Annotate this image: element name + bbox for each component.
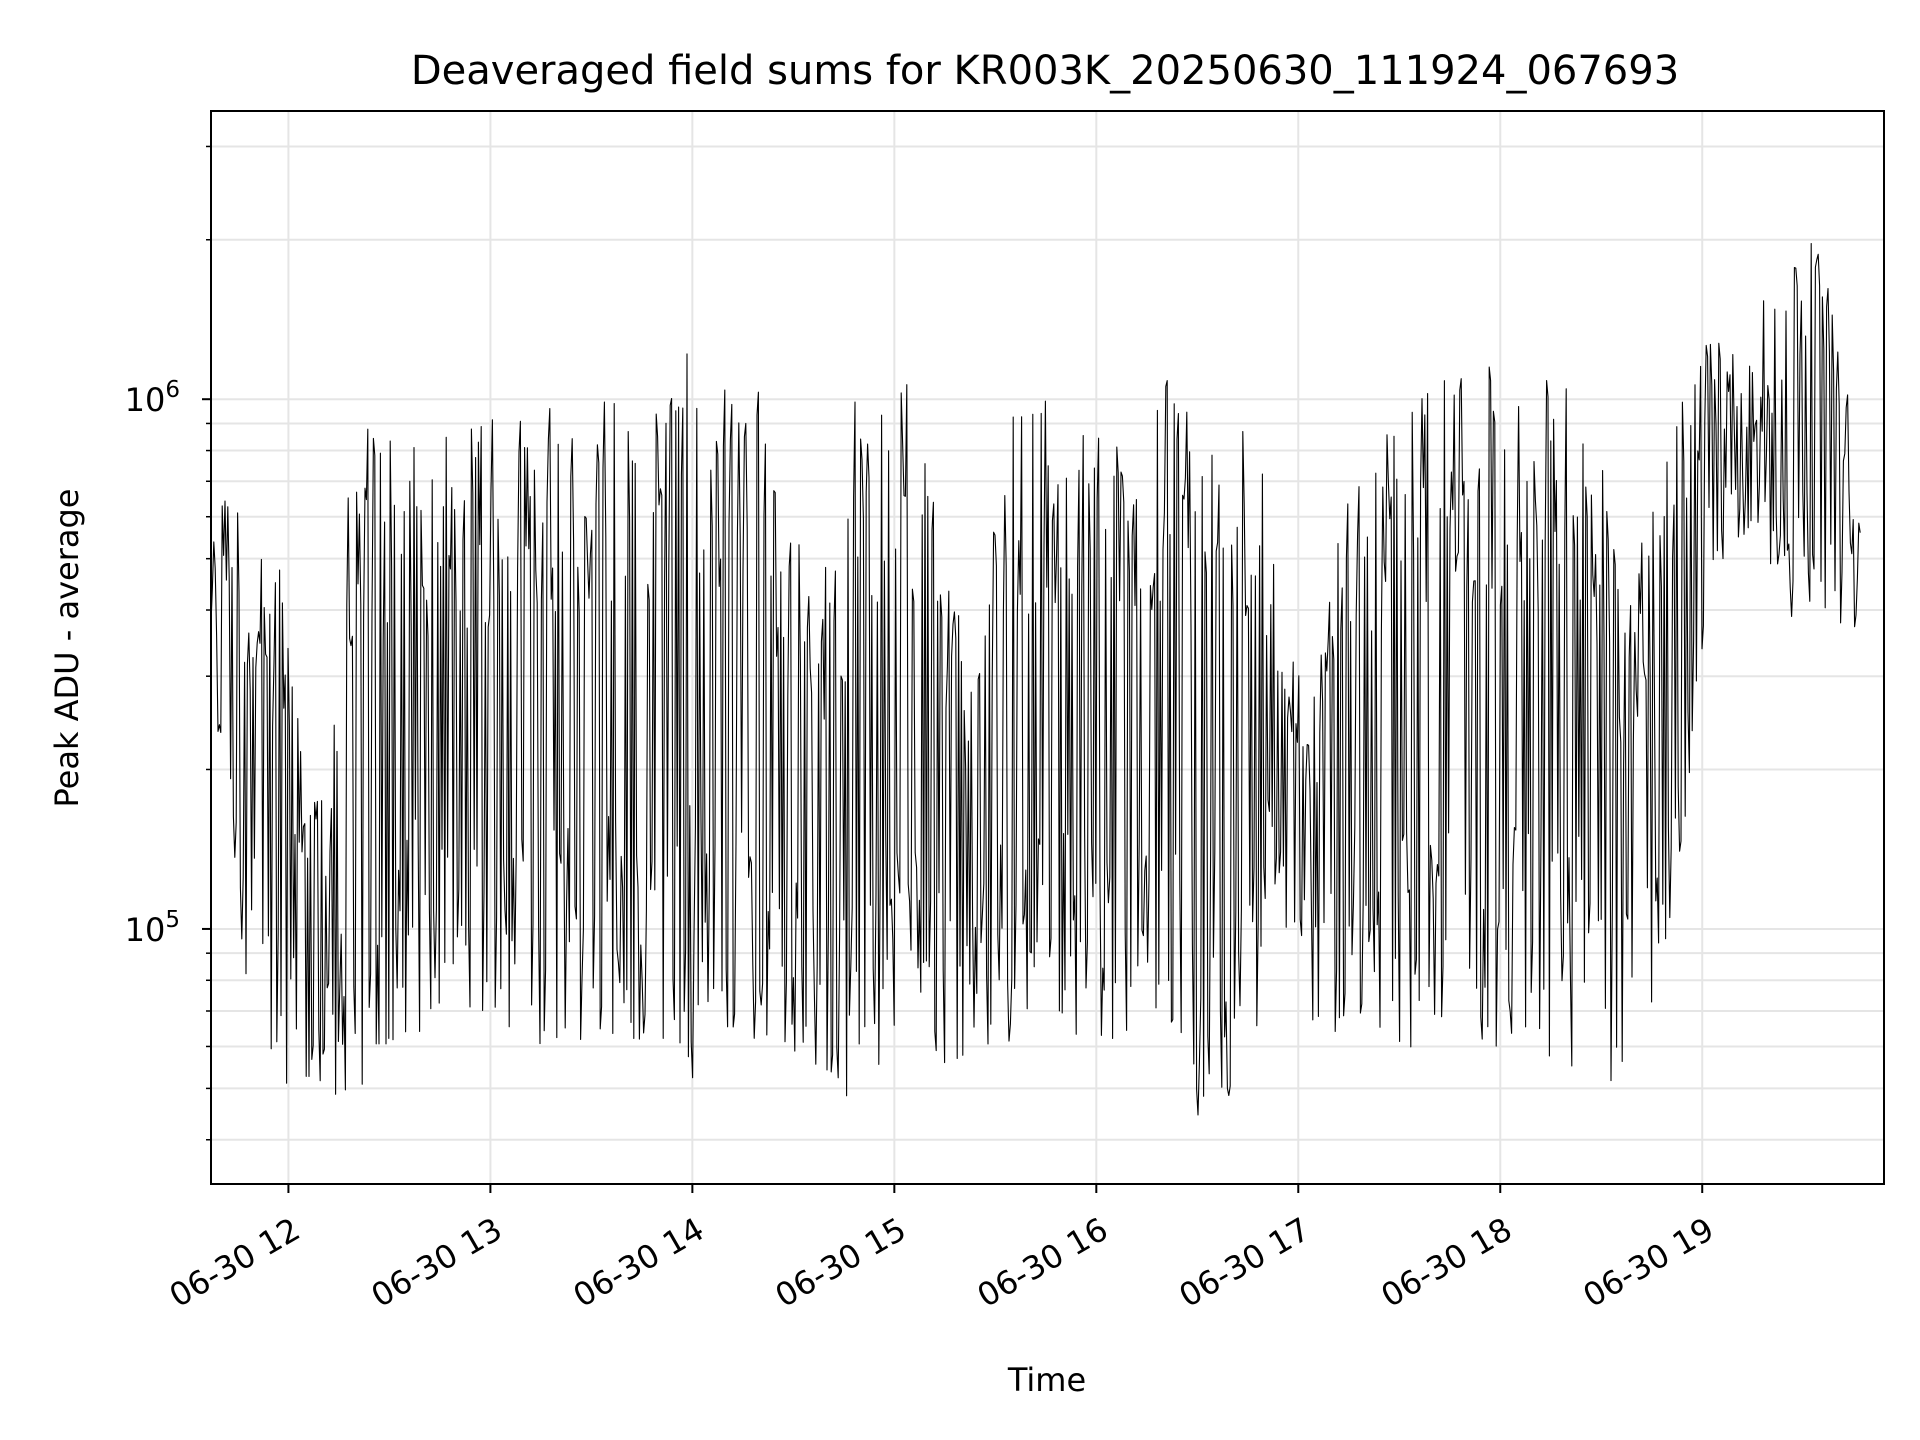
series-line bbox=[211, 242, 1861, 1116]
y-axis-label: Peak ADU - average bbox=[48, 489, 86, 808]
x-axis-label: Time bbox=[1007, 1361, 1086, 1399]
y-tick-label: 106 bbox=[125, 377, 180, 419]
x-tick-label: 06-30 15 bbox=[769, 1210, 913, 1315]
plot-frame bbox=[210, 110, 1885, 1185]
x-tick-label: 06-30 18 bbox=[1375, 1210, 1519, 1315]
x-tick-label: 06-30 13 bbox=[365, 1210, 509, 1315]
x-tick-label: 06-30 19 bbox=[1577, 1210, 1721, 1315]
x-axis: 06-30 12 06-30 13 06-30 14 06-30 15 06-30 16… bbox=[163, 1184, 1720, 1315]
grid bbox=[211, 111, 1884, 1184]
y-axis: 105 106 bbox=[125, 145, 211, 1141]
chart-title: Deaveraged field sums for KR003K_2025063… bbox=[411, 48, 1679, 94]
y-tick-label: 105 bbox=[125, 907, 180, 949]
x-tick-label: 06-30 14 bbox=[567, 1210, 711, 1315]
x-tick-label: 06-30 16 bbox=[971, 1210, 1115, 1315]
x-tick-label: 06-30 12 bbox=[163, 1210, 307, 1315]
data-line bbox=[211, 242, 1861, 1116]
x-tick-label: 06-30 17 bbox=[1173, 1210, 1317, 1315]
